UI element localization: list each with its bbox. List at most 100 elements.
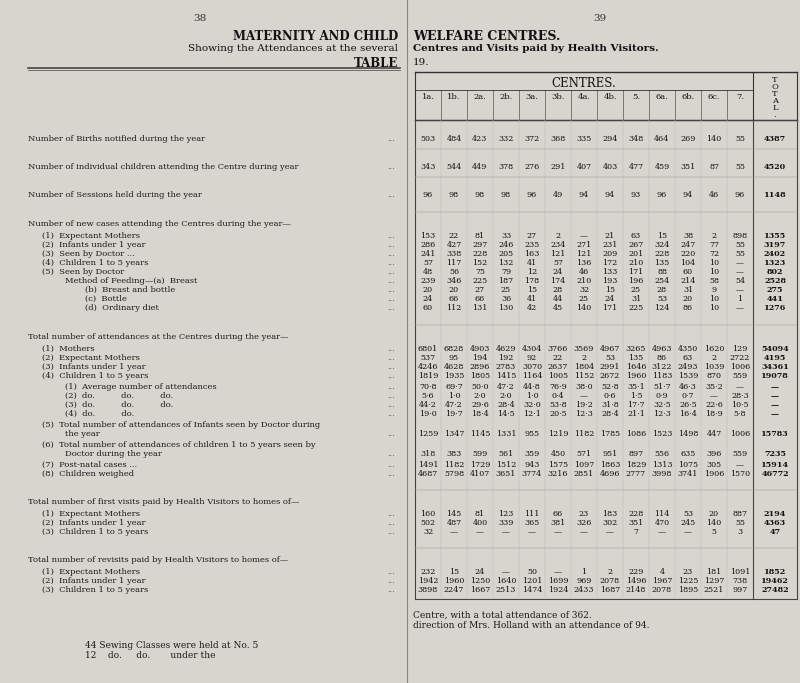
- Text: 47·2: 47·2: [445, 401, 463, 409]
- Text: 22: 22: [449, 232, 459, 240]
- Text: ...: ...: [387, 430, 395, 438]
- Text: 135: 135: [628, 354, 644, 362]
- Text: 205: 205: [498, 250, 514, 258]
- Text: 23: 23: [683, 568, 693, 576]
- Text: 98: 98: [449, 191, 459, 199]
- Text: 1313: 1313: [652, 461, 672, 469]
- Text: 1006: 1006: [730, 363, 750, 371]
- Text: 19.: 19.: [413, 58, 430, 67]
- Text: 335: 335: [576, 135, 592, 143]
- Text: 1960: 1960: [626, 372, 646, 380]
- Text: 487: 487: [446, 519, 462, 527]
- Text: 44: 44: [553, 295, 563, 303]
- Text: 29·6: 29·6: [471, 401, 489, 409]
- Text: 5·6: 5·6: [422, 392, 434, 400]
- Text: direction of Mrs. Holland with an attendance of 94.: direction of Mrs. Holland with an attend…: [413, 621, 650, 630]
- Text: 20: 20: [709, 510, 719, 518]
- Text: 187: 187: [498, 277, 514, 285]
- Text: —: —: [450, 528, 458, 536]
- Text: (b)  Breast and bottle: (b) Breast and bottle: [85, 286, 175, 294]
- Text: 2·0: 2·0: [500, 392, 512, 400]
- Text: 450: 450: [550, 450, 566, 458]
- Text: 25: 25: [579, 295, 589, 303]
- Text: 407: 407: [577, 163, 591, 171]
- Text: 1075: 1075: [678, 461, 698, 469]
- Text: 46·3: 46·3: [679, 383, 697, 391]
- Text: 114: 114: [654, 510, 670, 518]
- Text: 6828: 6828: [444, 345, 464, 353]
- Text: 121: 121: [576, 250, 592, 258]
- Text: Number of Sessions held during the year: Number of Sessions held during the year: [28, 191, 202, 199]
- Text: 196: 196: [628, 277, 644, 285]
- Text: 4628: 4628: [444, 363, 464, 371]
- Text: 27482: 27482: [761, 586, 789, 594]
- Text: 383: 383: [446, 450, 462, 458]
- Text: 1699: 1699: [548, 577, 568, 585]
- Text: 4350: 4350: [678, 345, 698, 353]
- Text: 4b.: 4b.: [603, 93, 617, 101]
- Text: 32: 32: [579, 286, 589, 294]
- Text: 1a.: 1a.: [422, 93, 434, 101]
- Text: (2)  Expectant Mothers: (2) Expectant Mothers: [42, 354, 140, 362]
- Text: 72: 72: [709, 250, 719, 258]
- Text: Method of Feeding—(a)  Breast: Method of Feeding—(a) Breast: [65, 277, 198, 285]
- Text: 24: 24: [553, 268, 563, 276]
- Text: —: —: [502, 568, 510, 576]
- Text: —: —: [606, 528, 614, 536]
- Text: (1)  Average number of attendances: (1) Average number of attendances: [65, 383, 217, 391]
- Text: 209: 209: [602, 250, 618, 258]
- Text: 1687: 1687: [600, 586, 620, 594]
- Text: 339: 339: [498, 519, 514, 527]
- Text: 1819: 1819: [418, 372, 438, 380]
- Text: 28: 28: [553, 286, 563, 294]
- Text: 4a.: 4a.: [578, 93, 590, 101]
- Text: 88: 88: [657, 268, 667, 276]
- Text: 447: 447: [706, 430, 722, 438]
- Text: 0·6: 0·6: [604, 392, 616, 400]
- Text: 1474: 1474: [522, 586, 542, 594]
- Text: 3: 3: [738, 528, 742, 536]
- Text: 98: 98: [501, 191, 511, 199]
- Text: 0·7: 0·7: [682, 392, 694, 400]
- Text: 50·0: 50·0: [471, 383, 489, 391]
- Text: 1225: 1225: [678, 577, 698, 585]
- Text: 559: 559: [733, 372, 747, 380]
- Text: 1498: 1498: [678, 430, 698, 438]
- Text: 239: 239: [420, 277, 436, 285]
- Text: (2)  do.          do.          do.: (2) do. do. do.: [65, 392, 173, 400]
- Text: 55: 55: [735, 135, 745, 143]
- Text: 60: 60: [423, 304, 433, 312]
- Text: 94: 94: [605, 191, 615, 199]
- Text: 1496: 1496: [626, 577, 646, 585]
- Text: 60: 60: [683, 268, 693, 276]
- Text: 140: 140: [576, 304, 592, 312]
- Text: 81: 81: [475, 510, 485, 518]
- Text: 140: 140: [706, 519, 722, 527]
- Text: 3651: 3651: [496, 470, 516, 478]
- Text: 6a.: 6a.: [656, 93, 668, 101]
- Text: 378: 378: [498, 163, 514, 171]
- Text: 4687: 4687: [418, 470, 438, 478]
- Text: —: —: [771, 392, 779, 400]
- Text: 4696: 4696: [600, 470, 620, 478]
- Text: ...: ...: [387, 241, 395, 249]
- Text: 194: 194: [472, 354, 488, 362]
- Text: (1)  Expectant Mothers: (1) Expectant Mothers: [42, 510, 140, 518]
- Text: ...: ...: [387, 232, 395, 240]
- Text: 129: 129: [732, 345, 748, 353]
- Text: 21: 21: [605, 232, 615, 240]
- Text: 291: 291: [550, 163, 566, 171]
- Text: 1491: 1491: [418, 461, 438, 469]
- Text: —: —: [476, 528, 484, 536]
- Text: 0·9: 0·9: [656, 392, 668, 400]
- Text: 3b.: 3b.: [551, 93, 565, 101]
- Text: 12    do.     do.       under the: 12 do. do. under the: [85, 651, 215, 660]
- Text: 2: 2: [582, 354, 586, 362]
- Text: 1640: 1640: [496, 577, 516, 585]
- Text: 802: 802: [766, 268, 783, 276]
- Text: 183: 183: [602, 510, 618, 518]
- Text: 214: 214: [680, 277, 696, 285]
- Text: 112: 112: [446, 304, 462, 312]
- Text: (4)  do.          do.: (4) do. do.: [65, 410, 134, 418]
- Text: (4)  Children 1 to 5 years: (4) Children 1 to 5 years: [42, 372, 148, 380]
